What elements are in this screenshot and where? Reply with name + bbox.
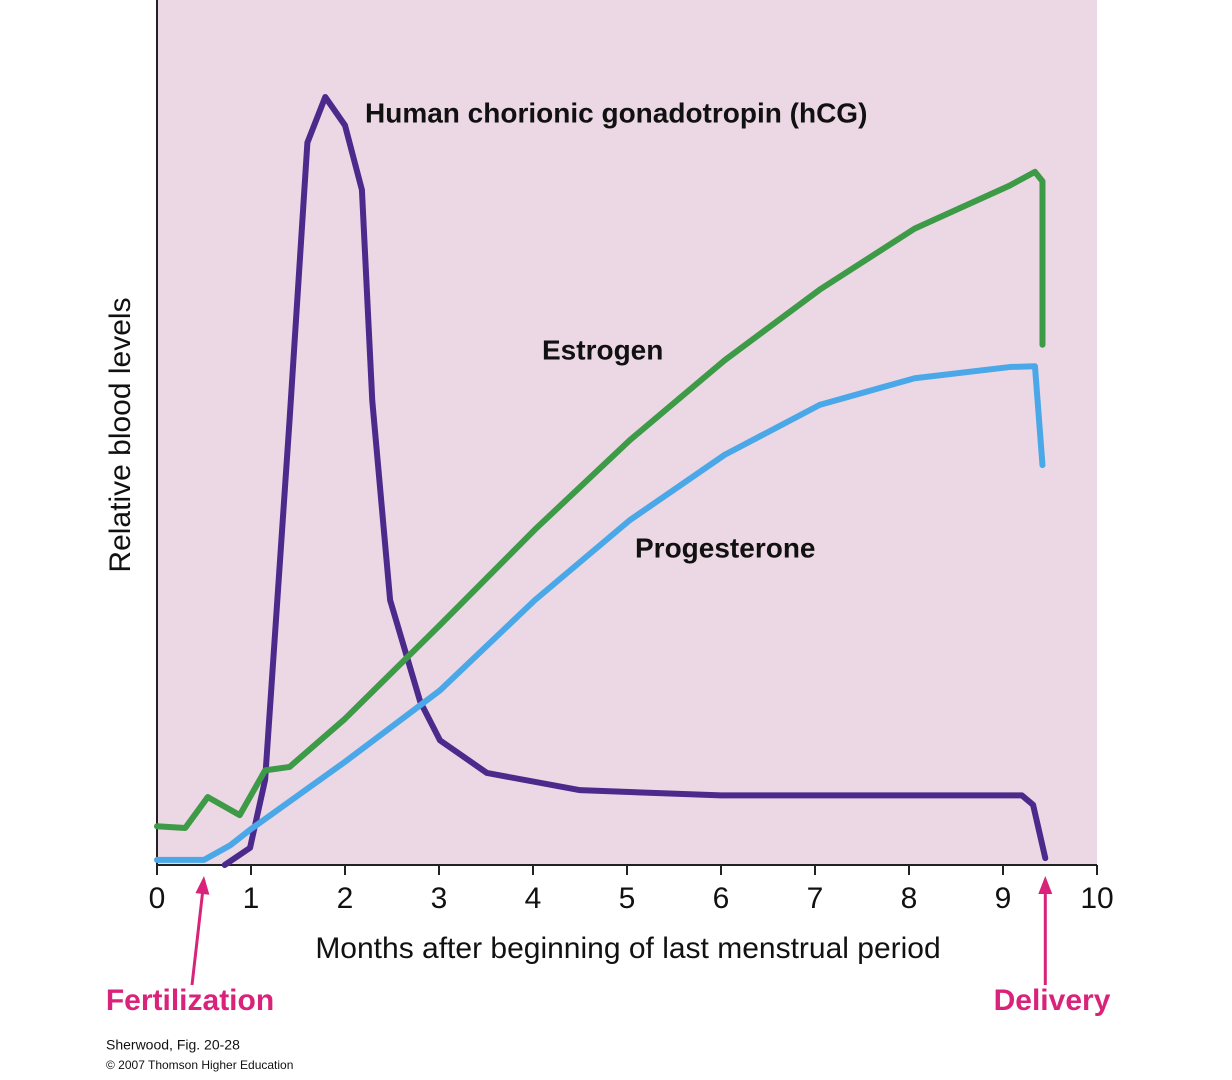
x-tick-label: 0 bbox=[149, 882, 166, 915]
x-tick-label: 4 bbox=[525, 882, 542, 915]
series-label: Estrogen bbox=[542, 334, 663, 365]
credit: Sherwood, Fig. 20-28 bbox=[106, 1037, 240, 1053]
series-label: Progesterone bbox=[635, 532, 816, 563]
x-tick-label: 5 bbox=[619, 882, 636, 915]
annotation-label: Delivery bbox=[994, 984, 1111, 1017]
series-line bbox=[221, 94, 1049, 868]
annotation-arrow bbox=[190, 879, 206, 986]
x-tick-label: 3 bbox=[431, 882, 448, 915]
y-axis-label: Relative blood levels bbox=[104, 297, 137, 572]
series-label: Human chorionic gonadotropin (hCG) bbox=[365, 97, 867, 128]
plot-background bbox=[157, 0, 1097, 865]
x-tick-label: 9 bbox=[995, 882, 1012, 915]
x-tick-label: 6 bbox=[713, 882, 730, 915]
x-tick-label: 1 bbox=[243, 882, 260, 915]
x-tick-label: 2 bbox=[337, 882, 354, 915]
arrow-head bbox=[1038, 876, 1053, 894]
x-tick-label: 7 bbox=[807, 882, 824, 915]
x-tick-label: 10 bbox=[1080, 882, 1113, 915]
series-line bbox=[154, 168, 1046, 832]
series-line bbox=[154, 363, 1046, 863]
annotation-label: Fertilization bbox=[106, 984, 274, 1017]
arrow-head bbox=[195, 876, 210, 895]
x-axis-label: Months after beginning of last menstrual… bbox=[315, 932, 940, 965]
credit: © 2007 Thomson Higher Education bbox=[106, 1058, 293, 1072]
x-tick-label: 8 bbox=[901, 882, 918, 915]
